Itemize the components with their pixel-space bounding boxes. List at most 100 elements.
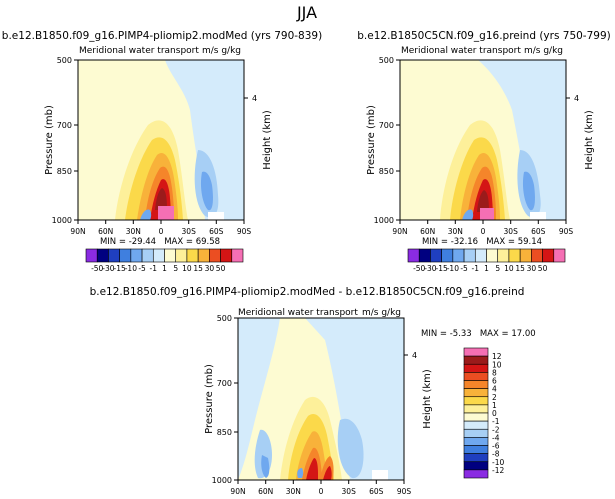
colorbar-panel-1-label: 30 — [205, 264, 215, 273]
panel-2-xtick-60n: 60N — [420, 227, 435, 236]
panel-2-ytick-850: 850 — [379, 167, 394, 176]
panel-3-ytick-1000: 1000 — [212, 476, 232, 485]
colorbar-panel-3-label: 4 — [492, 385, 497, 394]
panel-3-y2tick-4: 4 — [412, 351, 417, 360]
colorbar-panel-2: -50-30-15-10 -5 -1 1 5 10 15 30 50 — [407, 248, 566, 273]
colorbar-panel-2-swatch — [430, 248, 442, 263]
colorbar-panel-3-label: -1 — [492, 417, 500, 426]
colorbar-panel-1-label: -10 — [125, 264, 137, 273]
colorbar-panel-1-swatch — [220, 248, 233, 263]
colorbar-panel-1-label: 5 — [173, 264, 178, 273]
colorbar-panel-3-swatch — [463, 404, 489, 414]
colorbar-panel-1-label: -1 — [150, 264, 158, 273]
colorbar-panel-3-label: 12 — [492, 352, 502, 361]
colorbar-panel-2-swatch — [486, 248, 499, 263]
colorbar-panel-2-label: 15 — [515, 264, 525, 273]
panel-1-xtick-0: 0 — [159, 227, 164, 236]
colorbar-panel-3-swatch — [463, 363, 489, 373]
panel-3-xtick-0: 0 — [319, 487, 324, 496]
colorbar-panel-2-label: -10 — [447, 264, 459, 273]
panel-2-y2tick-4: 4 — [574, 94, 579, 103]
panel-1-contour-field — [78, 60, 244, 220]
colorbar-panel-1-swatch — [197, 248, 210, 263]
colorbar-panel-2-label: 50 — [538, 264, 548, 273]
colorbar-panel-3-swatch — [463, 437, 489, 446]
colorbar-panel-1-swatch — [85, 248, 98, 263]
panel-2-xtick-30s: 30S — [504, 227, 519, 236]
colorbar-panel-3-swatch — [463, 428, 489, 438]
colorbar-panel-2-label: -30 — [424, 264, 436, 273]
colorbar-panel-2-swatch — [452, 248, 465, 263]
colorbar-panel-3-swatch — [463, 420, 489, 430]
colorbar-panel-3-label: -2 — [492, 425, 500, 434]
colorbar-panel-3-label: 0 — [492, 409, 497, 418]
panel-1: b.e12.B1850.f09_g16.PIMP4-pliomip2.modMe… — [2, 30, 322, 247]
colorbar-panel-1: -50-30-15-10 -5 -1 1 5 10 15 30 50 — [85, 248, 244, 273]
colorbar-panel-3-label: -12 — [492, 466, 504, 475]
colorbar-panel-1-swatch — [141, 248, 154, 263]
colorbar-panel-3-label: -10 — [492, 458, 504, 467]
panel-2-xtick-90s: 90S — [559, 227, 574, 236]
colorbar-panel-3-swatch — [463, 445, 489, 454]
colorbar-panel-3-label: -4 — [492, 433, 500, 442]
panel-1-xtick-30s: 30S — [182, 227, 197, 236]
colorbar-panel-2-label: -15 — [436, 264, 448, 273]
colorbar-panel-2-swatch — [531, 248, 543, 263]
panel-1-stats: MIN = -29.44 MAX = 69.58 — [100, 237, 220, 247]
panel-1-xtick-90s: 90S — [237, 227, 252, 236]
panel-1-xtick-30n: 30N — [126, 227, 141, 236]
colorbar-panel-2-label: 10 — [504, 264, 514, 273]
panel-2-subtitle-left: Meridional water transport — [401, 46, 521, 56]
panel-1-y2label: Height (km) — [262, 110, 273, 170]
colorbar-panel-3-label: 10 — [492, 360, 502, 369]
panel-2-stats: MIN = -32.16 MAX = 59.14 — [422, 237, 542, 247]
panel-3-y2label: Height (km) — [422, 369, 433, 429]
page-title: JJA — [296, 3, 317, 22]
colorbar-panel-1-label: -5 — [138, 264, 146, 273]
panel-2-xtick-0: 0 — [481, 227, 486, 236]
colorbar-panel-2-label: -50 — [413, 264, 425, 273]
colorbar-panel-2-swatch — [519, 248, 532, 263]
colorbar-panel-3-swatch — [463, 355, 489, 365]
colorbar-panel-2-label: 1 — [484, 264, 489, 273]
colorbar-panel-3-swatch — [463, 347, 489, 357]
panel-3-xtick-30s: 30S — [342, 487, 357, 496]
colorbar-panel-1-swatch — [108, 248, 120, 263]
colorbar-panel-1-swatch — [130, 248, 143, 263]
panel-2-ytick-500: 500 — [379, 56, 394, 65]
colorbar-panel-3-swatch — [463, 380, 489, 389]
panel-3-xtick-90s: 90S — [397, 487, 412, 496]
colorbar-panel-3-swatch — [463, 453, 489, 463]
colorbar-panel-2-swatch — [441, 248, 454, 263]
colorbar-panel-1-swatch — [231, 248, 244, 263]
panel-2-xtick-30n: 30N — [448, 227, 463, 236]
colorbar-panel-3-swatch — [463, 372, 489, 381]
panel-3: b.e12.B1850.f09_g16.PIMP4-pliomip2.modMe… — [90, 286, 536, 496]
panel-1-xtick-60n: 60N — [98, 227, 113, 236]
colorbar-panel-1-label: -15 — [114, 264, 126, 273]
colorbar-panel-1-label: 10 — [182, 264, 192, 273]
panel-3-ytick-500: 500 — [217, 314, 232, 323]
colorbar-panel-3-swatch — [463, 461, 489, 471]
panel-2-xtick-60s: 60S — [531, 227, 546, 236]
panel-1-ytick-1000: 1000 — [52, 216, 72, 225]
panel-2-xtick-90n: 90N — [392, 227, 407, 236]
panel-1-y2tick-4: 4 — [252, 94, 257, 103]
panel-3-subtitle-left: Meridional water transport — [238, 308, 358, 318]
panel-3-stats: MIN = -5.33 MAX = 17.00 — [421, 329, 536, 339]
panel-2-contour-field — [400, 60, 566, 220]
colorbar-panel-1-label: 50 — [216, 264, 226, 273]
colorbar-panel-2-swatch — [474, 248, 487, 263]
panel-1-ytick-850: 850 — [57, 167, 72, 176]
colorbar-panel-2-label: 5 — [495, 264, 500, 273]
colorbar-panel-1-label: 15 — [193, 264, 203, 273]
colorbar-panel-1-label: 1 — [162, 264, 167, 273]
panel-1-subtitle-right: m/s g/kg — [202, 46, 241, 56]
panel-1-ylabel: Pressure (mb) — [44, 105, 55, 175]
colorbar-panel-1-swatch — [186, 248, 199, 263]
panel-3-title: b.e12.B1850.f09_g16.PIMP4-pliomip2.modMe… — [90, 286, 525, 298]
colorbar-panel-1-swatch — [96, 248, 109, 263]
panel-3-subtitle-right: m/s g/kg — [362, 308, 401, 318]
panel-3-xtick-60s: 60S — [369, 487, 384, 496]
panel-3-contour-field — [238, 318, 404, 480]
